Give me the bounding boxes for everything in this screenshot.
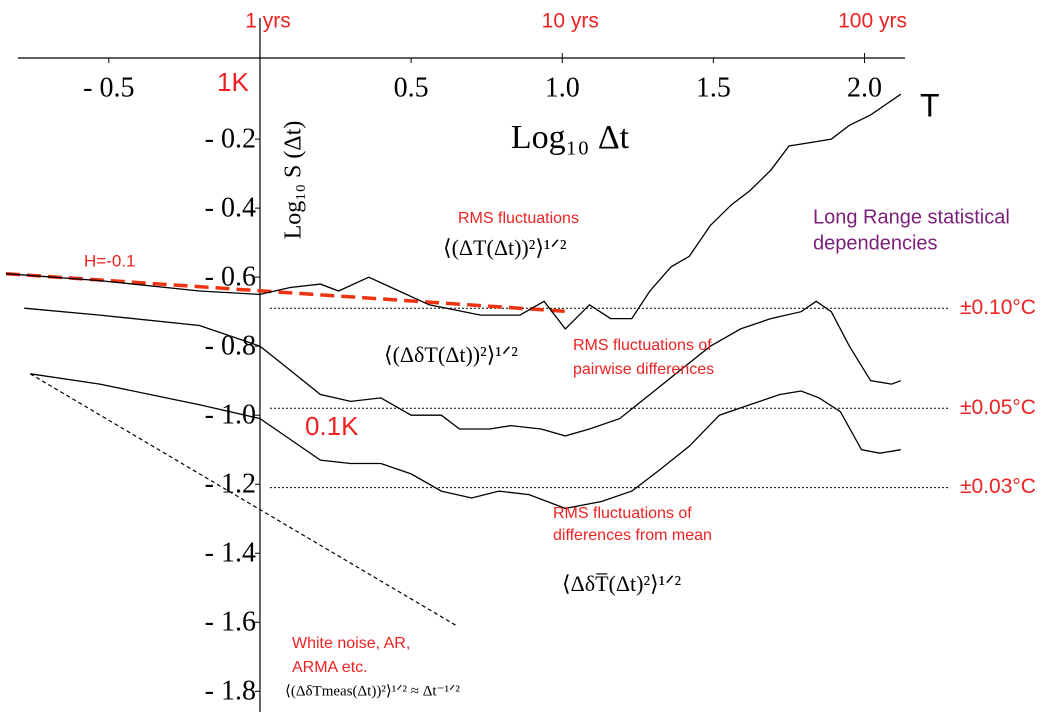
annotation: ⟨ΔδT̅(Δt)²⟩¹ᐟ² (562, 571, 682, 596)
y-tick-label: - 1.0 (205, 400, 256, 431)
y-tick-label: - 1.8 (205, 676, 256, 707)
x2-tick-label: 10 yrs (542, 10, 599, 33)
x2-tick-label: 1 yrs (245, 10, 291, 33)
annotation: Long Range statistical (813, 206, 1010, 228)
annotation: ARMA etc. (292, 659, 368, 676)
annotation: dependencies (813, 232, 938, 254)
annotation: White noise, AR, (292, 635, 410, 652)
annotation: differences from mean (553, 527, 712, 544)
annotation: pairwise differences (573, 361, 714, 378)
annotation: 1K (217, 67, 249, 97)
hline-label: ±0.03°C (960, 475, 1036, 498)
hline-label: ±0.05°C (960, 396, 1036, 419)
y-tick-label: - 0.2 (205, 124, 256, 155)
y-tick-label: - 0.6 (205, 262, 256, 293)
x-tick-label: 1.0 (545, 72, 580, 103)
y-tick-label: - 1.6 (205, 607, 256, 638)
y-tick-label: - 0.4 (205, 193, 256, 224)
series-line (30, 373, 901, 510)
annotation: ⟨(ΔδTmeas(Δt))²⟩¹ᐟ² ≈ Δt⁻¹ᐟ² (285, 683, 460, 699)
y-tick-label: - 1.4 (205, 538, 256, 569)
x-tick-label: - 0.5 (83, 72, 134, 103)
annotation: RMS fluctuations (458, 210, 579, 227)
reference-line (29, 373, 457, 627)
x-axis-label: Log₁₀ Δt (511, 119, 630, 156)
y-tick-label: - 0.8 (205, 331, 256, 362)
x2-tick-label: 100 yrs (838, 10, 907, 33)
annotation: 0.1K (305, 411, 359, 441)
annotation: ⟨(ΔδT(Δt))²⟩¹ᐟ² (384, 342, 518, 367)
y-tick-label: - 1.2 (205, 469, 256, 500)
annotation: ⟨(ΔT(Δt))²⟩¹ᐟ² (443, 235, 567, 260)
annotation: T (920, 87, 940, 123)
annotation: H=-0.1 (84, 251, 136, 270)
series-line (5, 93, 902, 330)
hline-label: ±0.10°C (960, 296, 1036, 319)
series-line (24, 300, 902, 437)
x-tick-label: 1.5 (696, 72, 731, 103)
x-tick-label: 0.5 (394, 72, 429, 103)
annotation: RMS fluctuations of (573, 337, 712, 354)
x-tick-label: 2.0 (847, 72, 882, 103)
annotation: RMS fluctuations of (553, 505, 692, 522)
y-axis-label: Log₁₀ S (Δt) (281, 121, 307, 240)
